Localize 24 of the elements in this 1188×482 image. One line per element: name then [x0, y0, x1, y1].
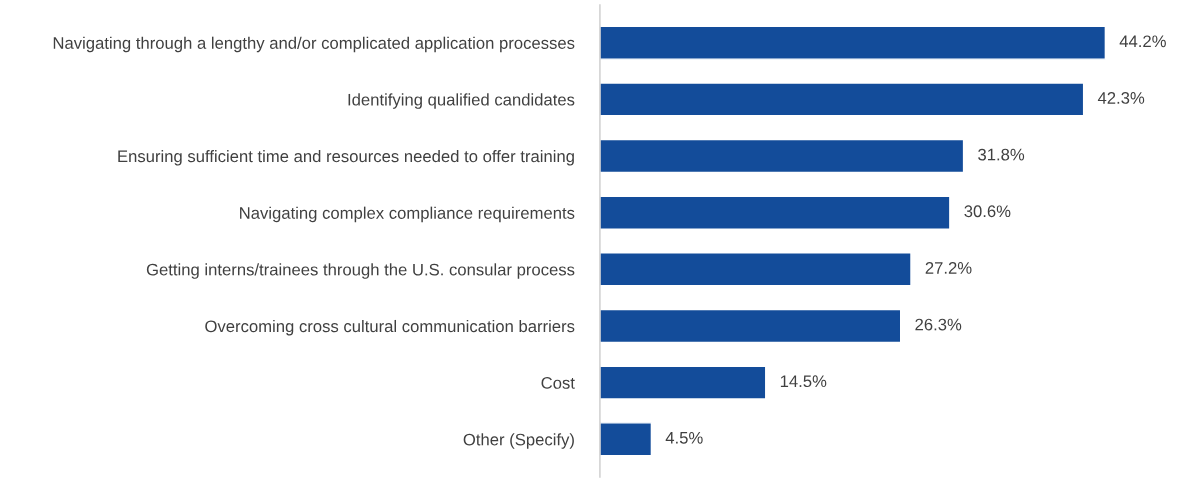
data-label: 44.2%	[1119, 35, 1166, 48]
y-tick-label: Navigating through a lengthy and/or complicated application processes	[53, 36, 575, 53]
bar	[599, 82, 1085, 117]
bar	[599, 308, 902, 344]
data-label: 31.8%	[978, 148, 1025, 161]
bar	[599, 365, 767, 400]
data-label: 42.3%	[1097, 92, 1145, 104]
y-tick-label: Navigating complex compliance requirements	[240, 206, 575, 223]
bar	[599, 138, 965, 174]
y-tick-label: Cost	[541, 377, 575, 389]
data-label: 27.2%	[925, 262, 972, 274]
y-tick-label: Overcoming cross cultural communication barriers	[205, 319, 575, 336]
y-tick-label: Getting interns/trainees through the U.S. consular process	[146, 263, 575, 279]
bar	[599, 252, 912, 287]
data-label: 26.3%	[915, 318, 962, 331]
data-label: 14.5%	[780, 375, 827, 388]
y-tick-label: Other (Specify)	[463, 433, 574, 449]
y-tick-label: Ensuring sufficient time and resources needed to offer training	[118, 149, 574, 166]
bar	[599, 195, 951, 230]
bar	[599, 422, 653, 457]
data-label: 30.6%	[964, 205, 1011, 218]
data-label: 4.5%	[665, 432, 703, 444]
y-tick-label: Identifying qualified candidates	[348, 93, 575, 109]
bar	[599, 25, 1107, 60]
